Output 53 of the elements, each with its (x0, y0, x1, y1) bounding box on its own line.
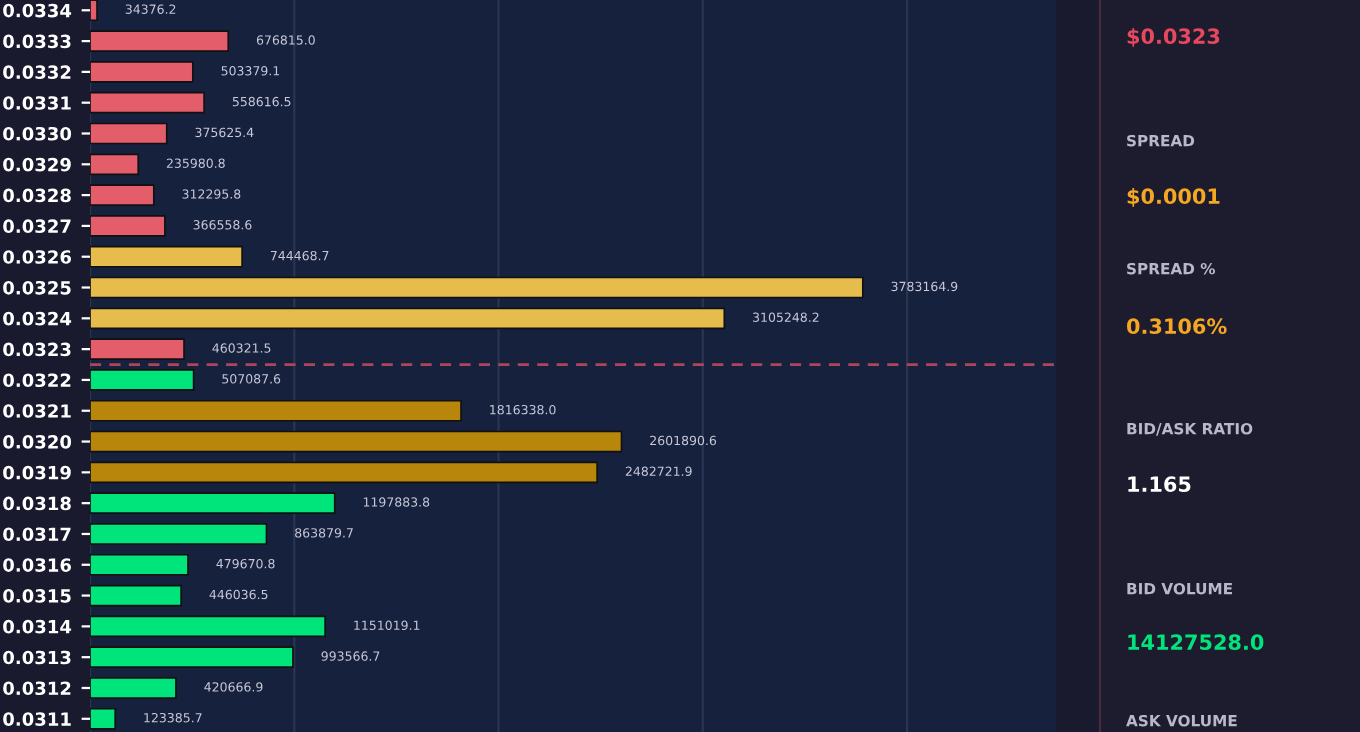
bar (90, 276, 864, 299)
bar (90, 153, 140, 176)
y-tick-label: 0.0320 (3, 435, 72, 449)
y-tick-label: 0.0323 (3, 342, 71, 357)
y-tick-label: 0.0332 (3, 65, 71, 79)
bar (90, 215, 166, 237)
bar (90, 615, 326, 638)
y-tick-label: 0.0331 (3, 96, 71, 110)
text: 14127528.0 (1128, 634, 1264, 651)
bar (90, 307, 726, 330)
bar (90, 399, 462, 422)
y-tick-label: 0.0315 (3, 589, 71, 603)
bar (90, 707, 117, 730)
y-tick-label: 0.0314 (3, 619, 72, 634)
text: 1.165 (1128, 476, 1191, 493)
bar (90, 0, 98, 22)
y-tick-label: 0.0330 (3, 126, 72, 141)
y-tick-label: 0.0324 (3, 311, 72, 326)
bar (90, 430, 623, 453)
y-tick-label: 0.0329 (3, 157, 71, 172)
bar (90, 677, 177, 699)
y-tick-label: 0.0316 (3, 558, 71, 572)
bar (90, 646, 294, 669)
y-tick-label: 0.0312 (3, 681, 71, 696)
bar (90, 122, 168, 145)
text: 0.3106% (1127, 318, 1227, 335)
bar (90, 523, 268, 545)
bar (90, 553, 189, 576)
bar (90, 245, 243, 268)
bar (90, 584, 182, 607)
text: $0.0323 (1127, 27, 1220, 47)
y-tick-label: 0.0311 (3, 712, 71, 726)
y-tick-label: 0.0319 (3, 465, 71, 480)
bar (90, 461, 598, 484)
y-tick-label: 0.0328 (3, 188, 71, 203)
bar (90, 184, 155, 206)
y-tick-label: 0.0313 (3, 650, 71, 665)
y-tick-label: 0.0326 (3, 250, 71, 264)
y-tick-label: 0.0321 (3, 404, 71, 418)
y-tick-label: 0.0327 (3, 219, 71, 234)
y-tick-label: 0.0325 (3, 280, 71, 295)
bar (90, 30, 230, 52)
y-tick-label: 0.0317 (3, 527, 71, 542)
bar (90, 492, 336, 515)
bar (90, 369, 195, 391)
y-tick-label: 0.0333 (3, 34, 71, 49)
text: $0.0001 (1127, 187, 1220, 207)
y-tick-label: 0.0334 (3, 3, 72, 18)
y-tick-label: 0.0318 (3, 496, 71, 511)
bar (90, 61, 194, 83)
y-tick-label: 0.0322 (3, 373, 71, 388)
bar (90, 338, 185, 360)
bar (90, 91, 205, 114)
